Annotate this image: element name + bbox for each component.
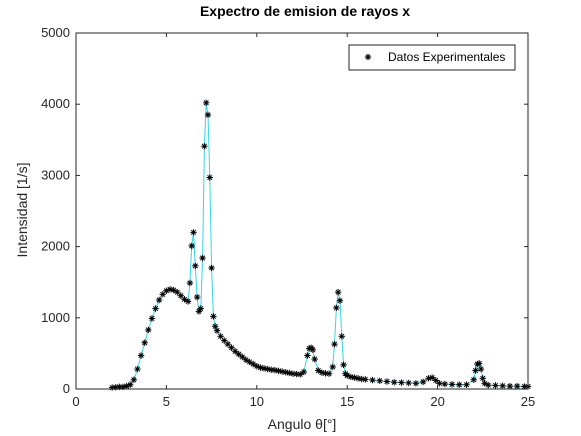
data-point: [192, 262, 199, 270]
data-point: [213, 327, 221, 334]
data-point: [492, 382, 499, 389]
data-point: [186, 279, 194, 287]
data-point: [190, 229, 197, 236]
data-point: [499, 382, 506, 389]
data-point: [436, 380, 443, 387]
data-point: [145, 326, 152, 334]
data-point: [193, 293, 201, 301]
x-tick-label: 10: [250, 394, 264, 409]
data-point: [391, 379, 398, 386]
x-tick-label: 25: [521, 394, 535, 409]
data-point: [155, 296, 163, 304]
data-point: [513, 382, 521, 390]
data-point: [456, 381, 463, 388]
data-point: [472, 367, 479, 374]
data-point: [217, 333, 224, 340]
data-point: [152, 305, 159, 312]
x-tick-label: 15: [340, 394, 354, 409]
data-point: [412, 380, 420, 387]
x-axis-label: Angulo θ[°]: [268, 416, 337, 432]
legend-asterisk: [364, 53, 372, 61]
data-point: [137, 352, 145, 359]
plot-area: [76, 33, 528, 389]
data-point: [448, 381, 456, 388]
data-point: [376, 377, 383, 385]
y-tick-label: 3000: [41, 167, 70, 182]
data-point: [463, 381, 470, 388]
data-point: [398, 379, 405, 386]
data-point: [311, 355, 318, 363]
x-axis-ticks: 0 5 10 15 20 25: [72, 33, 535, 409]
legend: Datos Experimentales: [348, 44, 516, 71]
data-point: [340, 361, 347, 368]
legend-label: Datos Experimentales: [388, 50, 505, 64]
x-tick-label: 5: [163, 394, 170, 409]
data-point: [304, 352, 311, 359]
data-point: [383, 378, 391, 385]
data-point: [264, 365, 271, 373]
data-point: [300, 368, 308, 376]
data-point: [127, 381, 134, 388]
data-point: [405, 379, 412, 387]
data-point: [428, 374, 436, 381]
marker-layer: [108, 99, 532, 391]
data-point: [362, 376, 369, 383]
data-point: [210, 313, 217, 320]
y-axis-label: Intensidad [1/s]: [14, 163, 30, 258]
data-point: [239, 353, 246, 361]
legend-marker-asterisk: [364, 53, 372, 61]
data-point: [134, 365, 141, 373]
data-point: [188, 242, 195, 250]
data-point: [206, 174, 213, 181]
plot-frame: [75, 32, 529, 390]
data-point: [329, 363, 336, 371]
data-point: [336, 297, 344, 304]
y-tick-label: 1000: [41, 310, 70, 325]
data-point: [475, 360, 483, 367]
legend-box: [348, 44, 516, 71]
data-point: [231, 348, 239, 355]
data-point: [184, 298, 192, 305]
data-point: [419, 378, 427, 386]
y-tick-label: 0: [63, 381, 70, 396]
data-point: [479, 375, 486, 382]
x-tick-label: 20: [430, 394, 444, 409]
y-tick-label: 5000: [41, 25, 70, 40]
data-point: [506, 382, 514, 390]
data-point: [130, 376, 138, 383]
data-point: [204, 111, 212, 119]
data-point: [477, 365, 485, 373]
y-tick-label: 2000: [41, 239, 70, 254]
data-point: [242, 356, 250, 364]
data-point: [246, 358, 253, 366]
data-point: [202, 99, 210, 106]
data-point: [208, 264, 215, 272]
data-point: [148, 315, 156, 322]
y-axis-ticks: 0 1000 2000 3000 4000 5000: [41, 25, 528, 396]
data-point: [199, 254, 206, 262]
data-point: [333, 304, 340, 312]
data-point: [325, 370, 333, 377]
data-point: [249, 360, 257, 368]
data-point: [338, 333, 345, 340]
y-tick-label: 4000: [41, 96, 70, 111]
data-point: [369, 376, 376, 384]
data-point: [296, 371, 304, 378]
data-point: [334, 288, 342, 296]
data-point: [141, 339, 148, 346]
data-point: [331, 340, 338, 348]
data-point: [260, 365, 268, 372]
data-point: [309, 346, 317, 354]
data-point: [197, 305, 204, 312]
data-point: [485, 381, 492, 389]
data-point: [432, 377, 439, 384]
chart-title: Expectro de emision de rayos x: [200, 3, 410, 19]
data-point: [235, 350, 242, 358]
data-point: [441, 380, 449, 388]
data-point: [201, 143, 208, 150]
x-tick-label: 0: [72, 394, 79, 409]
data-point: [470, 376, 477, 383]
